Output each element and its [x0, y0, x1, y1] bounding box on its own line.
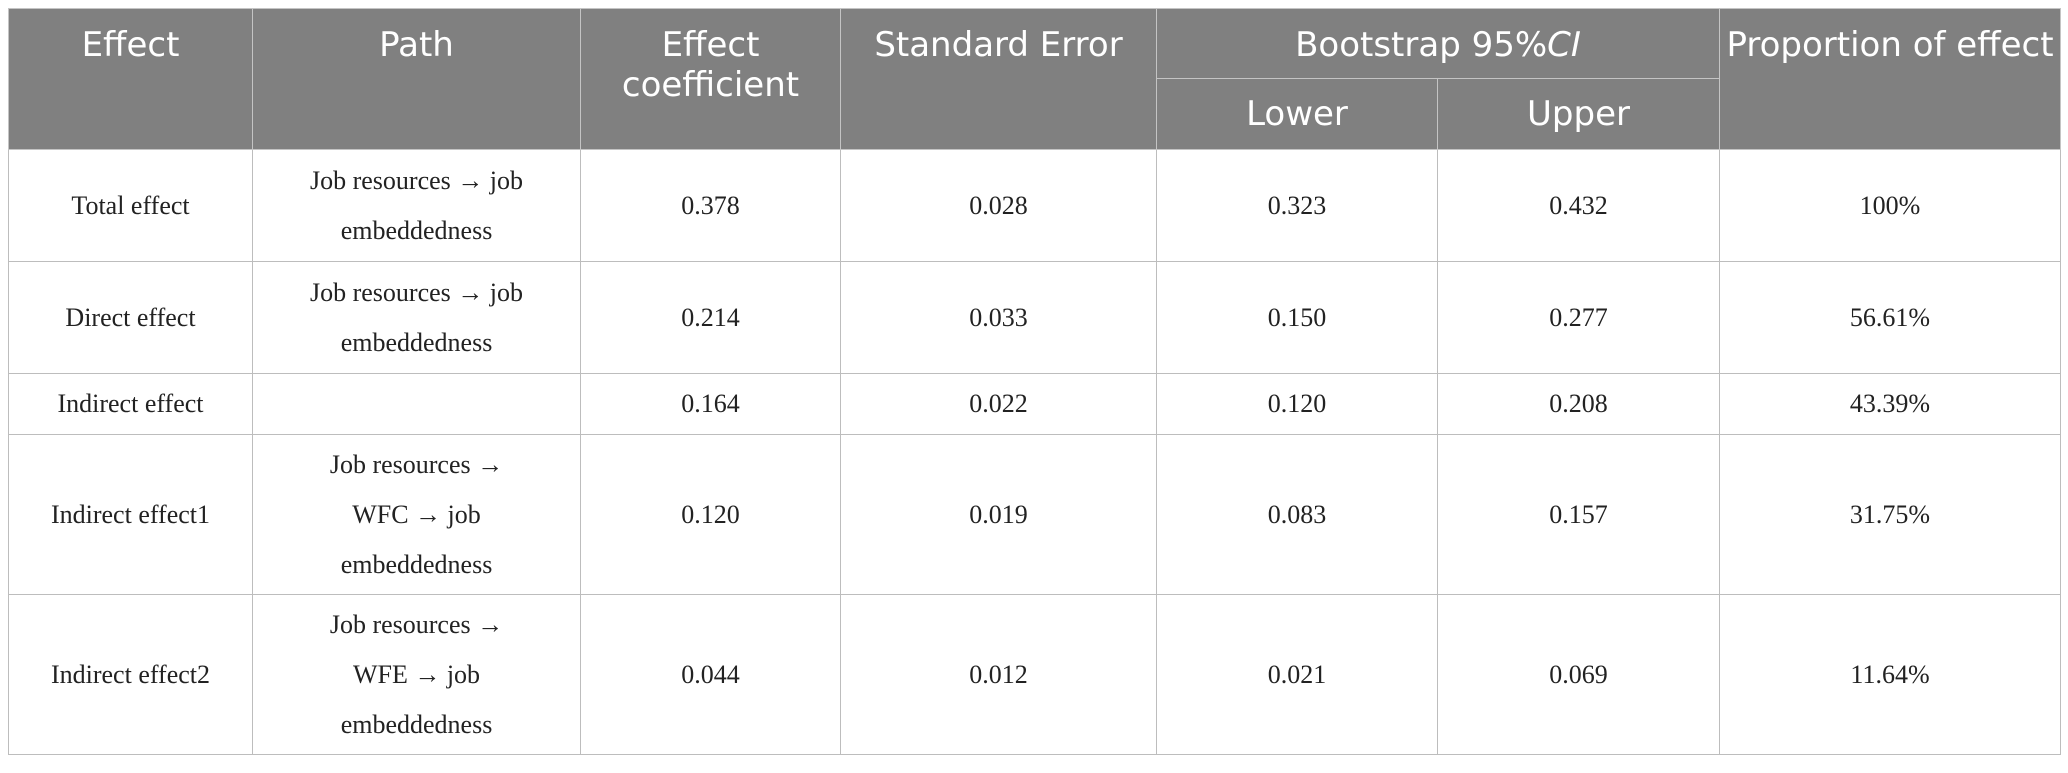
- cell-proportion: 56.61%: [1719, 261, 2062, 374]
- cell-effect: Direct effect: [8, 261, 253, 374]
- cell-path: [252, 373, 581, 435]
- cell-upper: 0.157: [1436, 434, 1721, 595]
- cell-effect: Total effect: [8, 149, 253, 262]
- cell-lower: 0.083: [1156, 434, 1438, 595]
- cell-upper: 0.277: [1436, 261, 1721, 374]
- cell-effect: Indirect effect1: [8, 434, 253, 595]
- cell-lower: 0.021: [1156, 594, 1438, 755]
- header-lower: Lower: [1156, 78, 1438, 150]
- cell-upper: 0.208: [1436, 373, 1721, 435]
- cell-path: Job resources → WFE → job embeddedness: [252, 594, 581, 755]
- cell-coefficient: 0.164: [580, 373, 841, 435]
- cell-lower: 0.120: [1156, 373, 1438, 435]
- table-row-indirect-effect1: Indirect effect1 Job resources → WFC → j…: [8, 434, 2062, 595]
- cell-proportion: 100%: [1719, 149, 2062, 262]
- cell-path: Job resources → job embeddedness: [252, 149, 581, 262]
- cell-path: Job resources → job embeddedness: [252, 261, 581, 374]
- cell-standard-error: 0.033: [840, 261, 1157, 374]
- header-bootstrap-ci: Bootstrap 95%CI: [1155, 8, 1721, 79]
- cell-coefficient: 0.214: [580, 261, 841, 374]
- header-path: Path: [252, 8, 581, 150]
- table-row-direct-effect: Direct effect Job resources → job embedd…: [8, 261, 2062, 374]
- cell-lower: 0.323: [1156, 149, 1438, 262]
- header-effect-coefficient: Effect coefficient: [580, 8, 841, 150]
- cell-path: Job resources → WFC → job embeddedness: [252, 434, 581, 595]
- cell-upper: 0.432: [1436, 149, 1721, 262]
- cell-coefficient: 0.378: [580, 149, 841, 262]
- table-row-total-effect: Total effect Job resources → job embedde…: [8, 149, 2062, 262]
- header-bootstrap-ci-label: CI: [1547, 25, 1581, 65]
- cell-upper: 0.069: [1436, 594, 1721, 755]
- cell-coefficient: 0.044: [580, 594, 841, 755]
- cell-proportion: 31.75%: [1719, 434, 2062, 595]
- cell-lower: 0.150: [1156, 261, 1438, 374]
- header-standard-error: Standard Error: [840, 8, 1157, 150]
- cell-effect: Indirect effect: [8, 373, 253, 435]
- cell-standard-error: 0.019: [840, 434, 1157, 595]
- header-effect: Effect: [8, 8, 253, 150]
- table-row-indirect-effect: Indirect effect 0.164 0.022 0.120 0.208 …: [8, 373, 2062, 435]
- cell-effect: Indirect effect2: [8, 594, 253, 755]
- mediation-effects-table: Effect Path Effect coefficient Standard …: [8, 8, 2062, 755]
- cell-proportion: 43.39%: [1719, 373, 2062, 435]
- cell-standard-error: 0.028: [840, 149, 1157, 262]
- results-table-container: Effect Path Effect coefficient Standard …: [8, 8, 2062, 755]
- header-bootstrap-prefix: Bootstrap 95%: [1295, 25, 1548, 65]
- cell-proportion: 11.64%: [1719, 594, 2062, 755]
- cell-standard-error: 0.012: [840, 594, 1157, 755]
- cell-coefficient: 0.120: [580, 434, 841, 595]
- header-proportion: Proportion of effect: [1719, 8, 2062, 150]
- table-row-indirect-effect2: Indirect effect2 Job resources → WFE → j…: [8, 594, 2062, 755]
- cell-standard-error: 0.022: [840, 373, 1157, 435]
- header-upper: Upper: [1436, 78, 1721, 150]
